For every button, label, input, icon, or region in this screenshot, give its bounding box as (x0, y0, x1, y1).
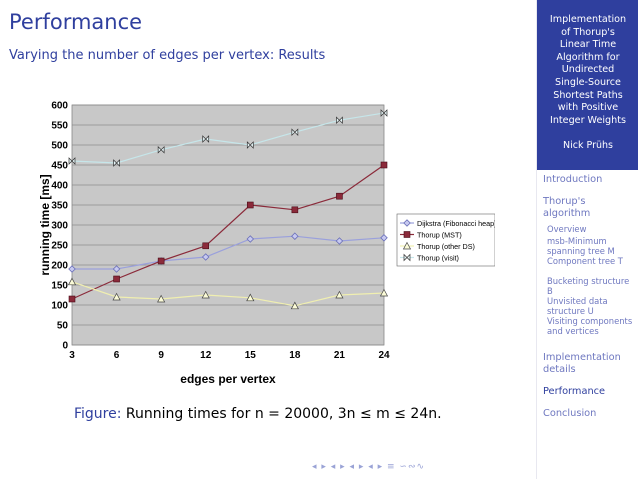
series-line (72, 235, 385, 270)
legend-label: Thorup (visit) (417, 254, 459, 263)
data-point-triangle (402, 241, 412, 250)
slide-main: Performance Varying the number of edges … (9, 10, 497, 472)
figure-caption: Figure: Running times for n = 20000, 3n … (74, 406, 442, 422)
data-point-bowtie (336, 116, 343, 125)
y-tick-label: 450 (51, 161, 68, 172)
sidebar-title-line: with Positive (557, 102, 619, 114)
series-line (71, 164, 385, 300)
data-point-diamond (403, 219, 411, 227)
frame-title: Performance (9, 10, 143, 34)
beamer-navigation-symbols[interactable]: ◂ ▸ ◂ ▸ ◂ ▸ ◂ ▸ ≡ ∽∾∿ (312, 462, 426, 472)
y-tick-label: 400 (51, 181, 68, 192)
sidebar-section-introduction[interactable]: Introduction (543, 174, 603, 185)
sidebar-section-thorups-algorithm[interactable]: Thorup's algorithm (543, 196, 591, 219)
data-point-bowtie (68, 157, 76, 165)
x-tick-label: 24 (378, 350, 390, 361)
x-tick-label: 9 (158, 350, 164, 361)
y-tick-label: 100 (51, 301, 68, 312)
sidebar-title-line: Algorithm for (556, 51, 620, 63)
x-tick-label: 21 (334, 350, 346, 361)
sidebar-subsection-visiting[interactable]: Visiting components and vertices (547, 316, 633, 336)
x-tick-label: 12 (200, 350, 212, 361)
data-point-square (291, 206, 299, 214)
sidebar-subsection-msb-mst[interactable]: msb-Minimum spanning tree M (547, 236, 615, 256)
y-tick-label: 350 (51, 201, 68, 212)
sidebar-title-line: Single-Source (555, 76, 621, 88)
data-point-diamond (246, 235, 255, 243)
data-point-bowtie (291, 128, 299, 137)
sidebar-author: Nick Prühs (563, 140, 613, 151)
data-point-bowtie (403, 253, 411, 262)
data-point-square (246, 201, 254, 209)
y-tick-label: 600 (51, 101, 68, 112)
data-point-triangle (201, 290, 210, 299)
sidebar-title-panel (537, 0, 638, 170)
legend-label: Thorup (other DS) (417, 242, 475, 251)
data-point-square (202, 242, 210, 250)
sidebar-title-line: Implementation (549, 14, 627, 25)
data-point-triangle (67, 277, 77, 286)
data-point-diamond (380, 234, 388, 242)
data-point-square (113, 275, 120, 283)
data-point-bowtie (157, 145, 165, 154)
caption-label: Figure: (74, 406, 122, 422)
series-line (71, 281, 385, 307)
sidebar-title-line: Shortest Paths (553, 89, 623, 101)
sidebar-subsection-overview[interactable]: Overview (547, 224, 587, 234)
frame-subtitle: Varying the number of edges per vertex: … (9, 48, 326, 63)
data-point-bowtie (202, 135, 210, 143)
sidebar-section-performance[interactable]: Performance (543, 386, 606, 397)
sidebar-title-line: Integer Weights (550, 114, 626, 126)
data-point-square (336, 192, 343, 200)
data-point-diamond (112, 265, 121, 273)
data-point-square (157, 257, 165, 265)
sidebar-title-line: of Thorup's (561, 26, 615, 38)
x-axis-label: edges per vertex (180, 372, 276, 386)
data-point-bowtie (113, 159, 120, 167)
legend-label: Thorup (MST) (417, 231, 462, 240)
y-tick-label: 250 (51, 241, 68, 252)
y-tick-label: 200 (51, 261, 68, 272)
data-point-diamond (291, 232, 299, 240)
y-tick-label: 150 (51, 281, 68, 292)
data-point-bowtie (246, 141, 254, 149)
data-point-triangle (290, 301, 299, 310)
line-chart: 0 50 100 150 200 250 300 350 400 450 500 550 600 3 6 9… (38, 101, 497, 387)
sidebar: Implementation of Thorup's Linear Time A… (536, 0, 638, 479)
data-point-triangle (112, 292, 121, 301)
sidebar-subsection-unvisited[interactable]: Unvisited data structure U (547, 296, 608, 316)
sidebar-subsection-bucketing[interactable]: Bucketing structure B (547, 276, 630, 296)
y-tick-label: 500 (51, 141, 68, 152)
caption-text: Running times for n = 20000, 3n ≤ m ≤ 24… (125, 406, 442, 422)
data-point-triangle (335, 290, 344, 299)
y-tick-label: 50 (57, 321, 69, 332)
legend-label: Dijkstra (Fibonacci heap) (417, 219, 495, 228)
sidebar-section-conclusion[interactable]: Conclusion (543, 408, 597, 419)
y-tick-label: 550 (51, 121, 68, 132)
y-tick-label: 0 (62, 341, 68, 352)
data-point-square (380, 161, 388, 169)
data-point-diamond (335, 237, 344, 245)
series-line (71, 112, 385, 164)
data-point-bowtie (380, 109, 388, 117)
sidebar-title-line: Undirected (561, 64, 615, 76)
x-tick-label: 6 (114, 350, 120, 361)
x-tick-label: 3 (69, 350, 75, 361)
sidebar-title[interactable]: Implementation of Thorup's Linear Time A… (541, 14, 635, 127)
data-point-square (68, 295, 76, 303)
data-point-diamond (68, 265, 76, 273)
sidebar-title-line: Linear Time (559, 39, 617, 51)
x-tick-label: 18 (289, 350, 301, 361)
data-point-square (403, 231, 411, 238)
y-tick-label: 300 (51, 221, 68, 232)
sidebar-section-implementation-details[interactable]: Implementation details (543, 352, 621, 375)
data-point-triangle (157, 294, 166, 303)
data-point-triangle (246, 293, 255, 302)
data-point-diamond (201, 253, 210, 261)
chart-figure: 0 50 100 150 200 250 300 350 400 450 500 550 600 3 6 9… (38, 88, 497, 390)
sidebar-subsection-component-tree[interactable]: Component tree T (547, 256, 623, 266)
y-axis-label: running time [ms] (40, 174, 52, 275)
data-point-triangle (379, 288, 389, 297)
x-tick-label: 15 (245, 350, 257, 361)
